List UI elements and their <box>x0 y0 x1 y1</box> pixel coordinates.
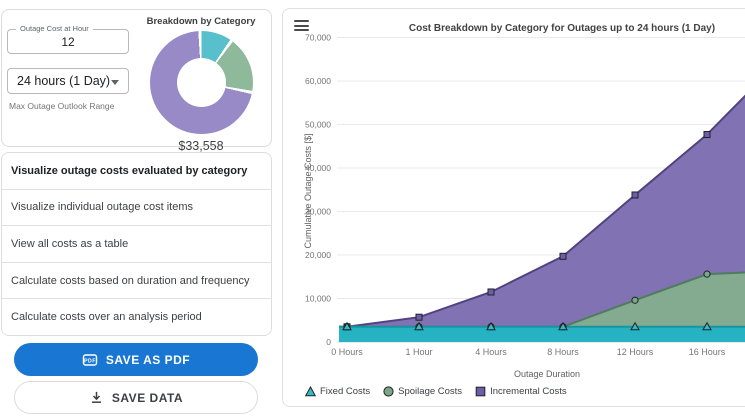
download-icon <box>91 391 101 403</box>
cost-breakdown-chart-card: Cost Breakdown by Category for Outages u… <box>282 8 745 407</box>
donut-total-value: $33,558 <box>178 139 224 153</box>
marker-fixed-costs <box>414 321 424 331</box>
marker-incremental-costs <box>631 191 639 199</box>
marker-spoilage-costs <box>703 270 711 278</box>
menu-item-visualize-by-category[interactable]: Visualize outage costs evaluated by cate… <box>2 153 271 190</box>
y-tick-label: 20,000 <box>305 250 331 260</box>
menu-item-calc-duration-frequency[interactable]: Calculate costs based on duration and fr… <box>2 262 271 300</box>
outlook-range-select[interactable]: 24 hours (1 Day) <box>7 68 129 94</box>
marker-spoilage-costs <box>631 296 639 304</box>
y-axis-title: Cumulative Outage Costs [$] <box>303 133 313 249</box>
circle-icon <box>383 386 394 397</box>
y-tick-label: 10,000 <box>305 294 331 304</box>
y-tick-label: 70,000 <box>305 33 331 43</box>
x-tick-label: 0 Hours <box>331 347 363 357</box>
legend-item-spoilage-costs[interactable]: Spoilage Costs <box>383 386 462 397</box>
legend-item-fixed-costs[interactable]: Fixed Costs <box>305 386 370 397</box>
y-tick-label: 50,000 <box>305 120 331 130</box>
donut-title: Breakdown by Category <box>146 16 256 27</box>
marker-incremental-costs <box>559 252 567 260</box>
marker-incremental-costs <box>703 131 711 139</box>
line-incremental-costs <box>339 94 745 328</box>
x-tick-label: 8 Hours <box>547 347 579 357</box>
legend-label-incremental-costs: Incremental Costs <box>490 386 567 397</box>
legend-label-fixed-costs: Fixed Costs <box>320 386 371 397</box>
pdf-icon: PDF <box>82 353 98 366</box>
svg-text:PDF: PDF <box>84 358 96 364</box>
outlook-range-helper-text: Max Outage Outlook Range <box>9 101 115 111</box>
outage-cost-input-label: Outage Cost at Hour <box>16 24 93 33</box>
marker-incremental-costs <box>487 288 495 296</box>
square-icon <box>475 386 486 397</box>
category-breakdown-donut-chart[interactable] <box>149 31 253 134</box>
area-fixed-costs <box>339 326 745 342</box>
y-tick-label: 60,000 <box>305 76 331 86</box>
triangle-icon <box>305 386 316 397</box>
x-axis-title: Outage Duration <box>513 369 581 379</box>
x-tick-label: 1 Hour <box>405 347 432 357</box>
menu-item-calc-analysis-period[interactable]: Calculate costs over an analysis period <box>2 299 271 335</box>
outage-cost-at-hour-input[interactable]: Outage Cost at Hour 12 <box>7 24 129 54</box>
chart-title: Cost Breakdown by Category for Outages u… <box>408 23 716 34</box>
menu-item-view-costs-table[interactable]: View all costs as a table <box>2 226 271 263</box>
controls-card: Outage Cost at Hour 12 24 hours (1 Day) … <box>1 9 272 153</box>
outlook-range-selected-value: 24 hours (1 Day) <box>17 74 111 88</box>
legend-item-incremental-costs[interactable]: Incremental Costs <box>475 386 567 397</box>
marker-fixed-costs <box>486 321 496 331</box>
menu-item-visualize-individual-items[interactable]: Visualize individual outage cost items <box>2 189 271 227</box>
marker-incremental-costs <box>415 313 423 321</box>
save-data-label: SAVE DATA <box>111 390 184 405</box>
donut-hole <box>176 58 226 107</box>
x-tick-label: 16 Hours <box>689 347 726 357</box>
chevron-down-icon <box>111 80 119 85</box>
stacked-area-chart[interactable]: 0 10,000 20,000 30,000 40,000 50,000 60,000 70,… <box>283 9 745 407</box>
y-tick-label: 40,000 <box>305 163 331 173</box>
y-tick-label: 30,000 <box>305 207 331 217</box>
marker-fixed-costs <box>558 321 568 331</box>
view-menu-card: Visualize outage costs evaluated by cate… <box>1 152 272 336</box>
marker-fixed-costs <box>702 321 712 331</box>
area-incremental-costs <box>339 96 745 342</box>
save-as-pdf-button[interactable]: PDF SAVE AS PDF <box>14 343 258 376</box>
x-tick-label: 4 Hours <box>475 347 507 357</box>
marker-fixed-costs <box>630 321 640 331</box>
marker-fixed-costs <box>342 321 352 331</box>
area-spoilage-costs <box>339 272 745 342</box>
save-data-button[interactable]: SAVE DATA <box>14 381 258 414</box>
category-breakdown-donut-block: Breakdown by Category $33,558 <box>142 16 260 153</box>
y-tick-label: 0 <box>326 337 331 347</box>
chart-legend: Fixed Costs Spoilage Costs Incremental C… <box>305 386 567 397</box>
hamburger-menu-icon[interactable] <box>294 20 310 32</box>
x-tick-label: 12 Hours <box>617 347 654 357</box>
save-as-pdf-label: SAVE AS PDF <box>105 352 191 367</box>
outage-cost-input-value[interactable]: 12 <box>61 34 75 49</box>
legend-label-spoilage-costs: Spoilage Costs <box>398 386 463 397</box>
